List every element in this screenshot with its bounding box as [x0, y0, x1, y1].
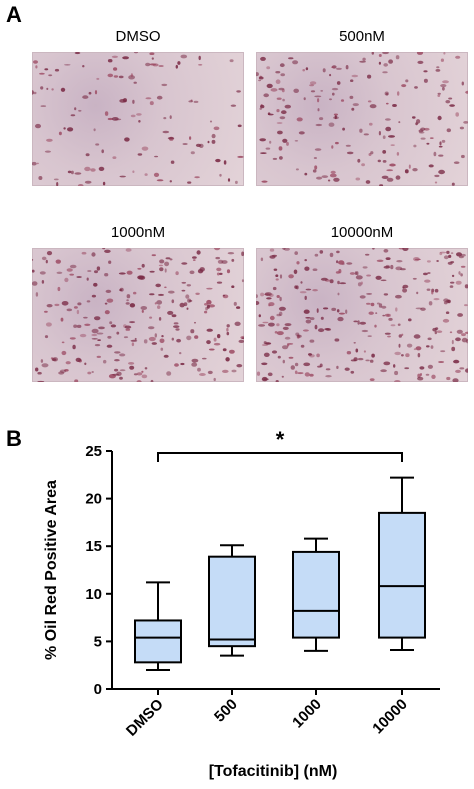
box-iqr: [292, 550, 340, 639]
box-iqr: [208, 555, 256, 648]
image-label-1000nm: 1000nM: [110, 224, 166, 241]
y-tick-label: 20: [85, 491, 102, 508]
x-tick-label: DMSO: [123, 696, 167, 740]
panel-b-letter: B: [6, 426, 22, 451]
panel-a-letter: A: [6, 2, 22, 27]
y-tick-label: 5: [94, 633, 102, 650]
box-iqr: [378, 511, 426, 639]
image-label-10000nm: 10000nM: [330, 224, 394, 241]
image-label-500nm: 500nM: [339, 28, 385, 45]
micrograph-500nm: [256, 52, 468, 186]
box-iqr: [134, 619, 182, 664]
y-tick-label: 25: [85, 443, 102, 460]
y-tick-label: 0: [94, 681, 102, 698]
y-axis-label: % Oil Red Positive Area: [43, 480, 60, 660]
y-tick-label: 10: [85, 586, 102, 603]
image-label-dmso: DMSO: [115, 28, 161, 45]
x-tick-label: 1000: [289, 696, 325, 732]
x-tick-label: 500: [211, 696, 241, 726]
y-tick-label: 15: [85, 538, 102, 555]
x-tick-label: 10000: [369, 696, 411, 738]
micrograph-1000nm: [32, 248, 244, 382]
micrograph-dmso: [32, 52, 244, 186]
significance-bracket: [157, 452, 403, 462]
significance-star: *: [276, 427, 285, 452]
micrograph-10000nm: [256, 248, 468, 382]
x-axis-label: [Tofacitinib] (nM): [209, 763, 338, 780]
